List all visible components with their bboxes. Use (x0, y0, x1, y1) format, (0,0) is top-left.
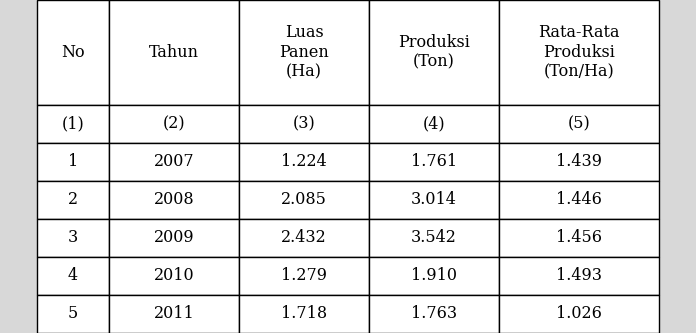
Text: (4): (4) (422, 116, 445, 133)
Bar (37, 219, 109, 257)
Bar (239, 295, 369, 333)
Bar (369, 105, 499, 143)
Text: 5: 5 (68, 305, 78, 322)
Text: 1.761: 1.761 (411, 154, 457, 170)
Bar (109, 295, 239, 333)
Text: 2010: 2010 (154, 267, 194, 284)
Bar (499, 257, 659, 295)
Text: (3): (3) (292, 116, 315, 133)
Bar (37, 0, 109, 105)
Text: 2008: 2008 (154, 191, 194, 208)
Text: 1.493: 1.493 (556, 267, 602, 284)
Bar (369, 143, 499, 181)
Text: 2.432: 2.432 (281, 229, 327, 246)
Text: 1.446: 1.446 (556, 191, 602, 208)
Bar (239, 181, 369, 219)
Text: 1.026: 1.026 (556, 305, 602, 322)
Text: Produksi
(Ton): Produksi (Ton) (398, 34, 470, 71)
Bar (239, 105, 369, 143)
Text: 1.439: 1.439 (556, 154, 602, 170)
Bar (499, 105, 659, 143)
Text: 3.014: 3.014 (411, 191, 457, 208)
Text: Luas
Panen
(Ha): Luas Panen (Ha) (279, 24, 329, 81)
Bar (499, 219, 659, 257)
Bar (239, 219, 369, 257)
Text: 1.279: 1.279 (281, 267, 327, 284)
Bar (499, 181, 659, 219)
Text: 1.718: 1.718 (281, 305, 327, 322)
Text: 1.456: 1.456 (556, 229, 602, 246)
Bar (239, 0, 369, 105)
Text: 4: 4 (68, 267, 78, 284)
Text: 1.763: 1.763 (411, 305, 457, 322)
Bar (37, 105, 109, 143)
Bar (109, 143, 239, 181)
Bar (37, 181, 109, 219)
Text: 3.542: 3.542 (411, 229, 457, 246)
Bar (37, 143, 109, 181)
Text: 2.085: 2.085 (281, 191, 327, 208)
Text: Tahun: Tahun (149, 44, 199, 61)
Bar (37, 295, 109, 333)
Bar (369, 219, 499, 257)
Bar (109, 181, 239, 219)
Text: (1): (1) (62, 116, 84, 133)
Text: 2: 2 (68, 191, 78, 208)
Bar (37, 257, 109, 295)
Text: 1.224: 1.224 (281, 154, 327, 170)
Bar (109, 257, 239, 295)
Bar (239, 257, 369, 295)
Text: 2007: 2007 (154, 154, 194, 170)
Text: No: No (61, 44, 85, 61)
Bar (499, 295, 659, 333)
Text: (2): (2) (163, 116, 185, 133)
Text: 1.910: 1.910 (411, 267, 457, 284)
Bar (499, 0, 659, 105)
Text: 2011: 2011 (154, 305, 194, 322)
Bar (109, 0, 239, 105)
Bar (369, 0, 499, 105)
Bar (499, 143, 659, 181)
Bar (369, 181, 499, 219)
Bar (239, 143, 369, 181)
Bar (369, 257, 499, 295)
Text: 3: 3 (68, 229, 78, 246)
Text: (5): (5) (568, 116, 590, 133)
Text: 2009: 2009 (154, 229, 194, 246)
Text: Rata-Rata
Produksi
(Ton/Ha): Rata-Rata Produksi (Ton/Ha) (538, 24, 619, 81)
Bar (109, 105, 239, 143)
Bar (109, 219, 239, 257)
Text: 1: 1 (68, 154, 78, 170)
Bar (369, 295, 499, 333)
